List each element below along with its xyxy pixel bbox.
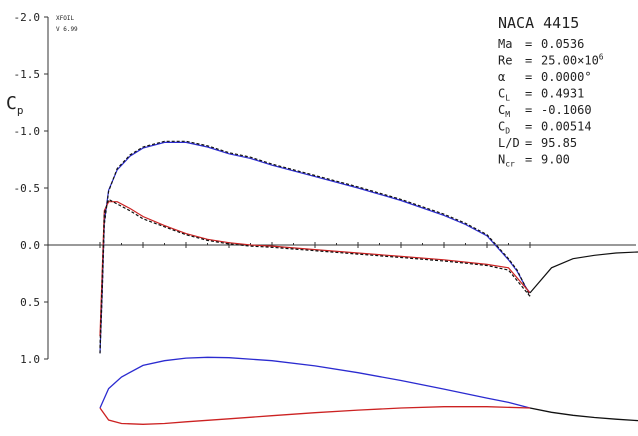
info-equals: = [525,103,532,117]
info-value: 0.0536 [541,37,584,51]
info-equals: = [525,120,532,134]
y-tick-label: 0.0 [20,239,40,252]
airfoil-lower-surface [99,406,531,425]
info-equals: = [525,153,532,167]
cp-series-5 [529,251,638,294]
info-key: Re [498,54,512,68]
info-key: CM [498,103,510,119]
info-equals: = [525,87,532,101]
program-name: XFOIL [56,15,74,22]
info-equals: = [525,136,532,150]
info-value: 25.00×106 [541,53,604,68]
axes [47,17,636,359]
cp-series-group [99,140,638,354]
info-key: Ma [498,37,512,51]
info-block: Ma = 0.0536 Re = 25.00×106 α = 0.0000° CL = 0.4931 C… [498,37,604,169]
cp-series-2 [99,140,531,354]
info-value: 0.4931 [541,87,584,101]
airfoil-name: NACA 4415 [498,14,579,32]
y-tick-label: 1.0 [20,353,40,366]
y-tick-label: -2.0 [14,11,41,24]
y-tick-label: -1.0 [14,125,41,138]
info-equals: = [525,54,532,68]
info-key: Ncr [498,153,515,169]
y-tick-label: -1.5 [14,68,41,81]
info-key: α [498,70,505,84]
info-equals: = [525,37,532,51]
cp-series-3 [99,201,531,337]
info-key: CD [498,120,510,136]
info-value: 0.0000° [541,70,592,84]
cp-series-4 [99,198,531,348]
y-ticks: -2.0 -1.5 -1.0 -0.5 0.0 0.5 1.0 [14,11,48,366]
cp-series-1 [99,141,531,354]
airfoil-upper-surface [99,356,531,409]
info-equals: = [525,70,532,84]
info-value: 95.85 [541,136,577,150]
airfoil-shape [99,356,638,425]
info-value: -0.1060 [541,103,592,117]
program-version: V 6.99 [56,26,78,33]
x-ticks [99,242,531,248]
y-axis-label: Cp [6,93,23,117]
info-value: 0.00514 [541,120,592,134]
info-key: CL [498,87,510,103]
airfoil-wake-surface [529,407,638,422]
info-value: 9.00 [541,153,570,167]
y-tick-label: -0.5 [14,182,41,195]
info-key: L/D [498,136,520,150]
y-tick-label: 0.5 [20,296,40,309]
